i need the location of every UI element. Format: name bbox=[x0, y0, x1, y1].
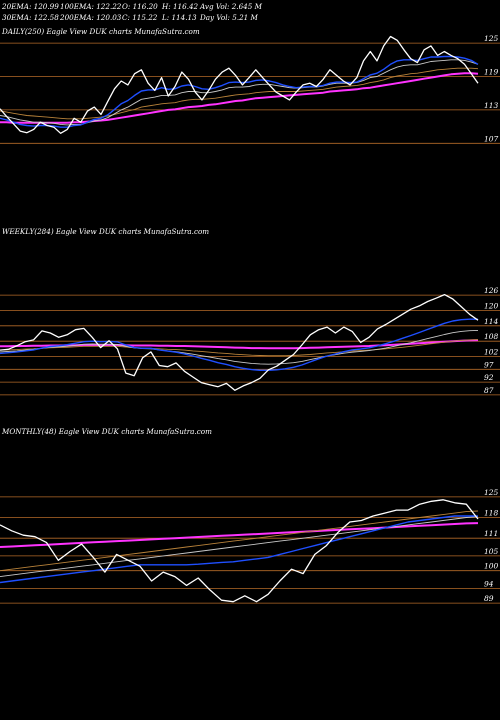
header-20ema: 20EMA: 120.99 bbox=[2, 2, 59, 11]
y-tick-label: 94 bbox=[484, 579, 494, 588]
series-line-ema-mid bbox=[0, 516, 479, 578]
series-line-ema-slow bbox=[0, 67, 479, 120]
y-tick-label: 102 bbox=[484, 348, 499, 357]
header-200ema: 200EMA: 120.03 bbox=[60, 13, 122, 22]
y-tick-label: 125 bbox=[484, 34, 499, 43]
y-tick-label: 125 bbox=[484, 488, 499, 497]
header-avg-vol: Avg Vol: 2.645 M bbox=[200, 2, 262, 11]
y-tick-label: 105 bbox=[484, 547, 499, 556]
y-tick-label: 120 bbox=[484, 302, 499, 311]
series-line-price bbox=[0, 293, 479, 391]
y-tick-label: 107 bbox=[484, 134, 499, 143]
series-line-ema-fast bbox=[0, 55, 479, 128]
header-open: O: 116.20 bbox=[122, 2, 158, 11]
series-line-ema-fast bbox=[0, 515, 478, 584]
header-low: L: 114.13 bbox=[162, 13, 197, 22]
header-day-vol: Day Vol: 5.21 M bbox=[200, 13, 258, 22]
chart-panel-2: 125 118 111 105 100 94 89 bbox=[0, 488, 500, 604]
y-tick-label: 118 bbox=[484, 509, 499, 518]
y-tick-label: 108 bbox=[484, 332, 499, 341]
y-tick-label: 114 bbox=[484, 317, 499, 326]
weekly-panel-label: WEEKLY(284) Eagle View DUK charts Munafa… bbox=[2, 227, 210, 236]
y-tick-label: 111 bbox=[484, 529, 498, 538]
daily-panel-label: DAILY(250) Eagle View DUK charts MunafaS… bbox=[2, 27, 200, 36]
series-line-ema-mid bbox=[0, 59, 479, 126]
header-high: H: 116.42 bbox=[162, 2, 199, 11]
y-tick-label: 89 bbox=[484, 594, 494, 603]
monthly-panel-label: MONTHLY(48) Eagle View DUK charts Munafa… bbox=[2, 427, 212, 436]
chart-panel-0: 125 119 113 107 bbox=[0, 34, 500, 144]
series-line-price bbox=[0, 499, 479, 603]
chart-panel-1: 126 120 114 108 102 97 92 87 bbox=[0, 286, 500, 396]
header-30ema: 30EMA: 122.58 bbox=[2, 13, 59, 22]
y-tick-label: 126 bbox=[484, 286, 499, 295]
series-line-ema-slow bbox=[0, 339, 479, 357]
y-tick-label: 97 bbox=[484, 360, 494, 369]
header-close: C: 115.22 bbox=[122, 13, 158, 22]
series-line-ema-fast bbox=[0, 318, 478, 371]
y-tick-label: 87 bbox=[484, 386, 494, 395]
series-line-price bbox=[0, 35, 479, 134]
y-tick-label: 92 bbox=[484, 373, 494, 382]
y-tick-label: 119 bbox=[484, 68, 499, 77]
series-line-ema-long bbox=[0, 522, 479, 548]
series-line-ema-slow bbox=[0, 510, 479, 572]
y-tick-label: 113 bbox=[484, 101, 499, 110]
y-tick-label: 100 bbox=[484, 562, 499, 571]
header-100ema: 100EMA: 122.22 bbox=[60, 2, 122, 11]
series-line-ema-mid bbox=[0, 329, 479, 365]
